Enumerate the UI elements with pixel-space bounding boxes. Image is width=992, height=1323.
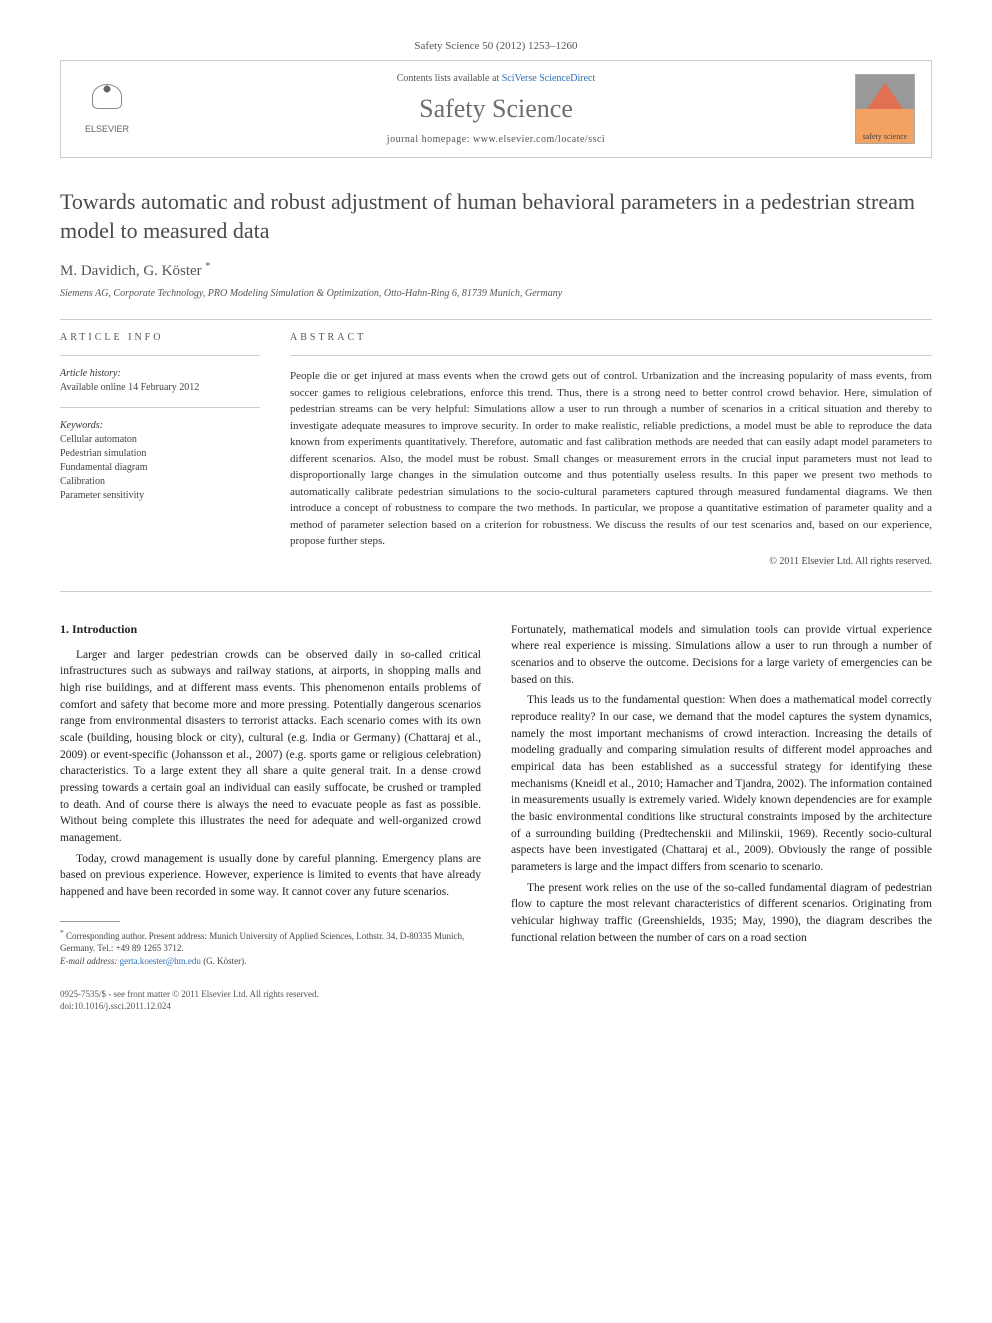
body-paragraph: Fortunately, mathematical models and sim… bbox=[511, 622, 932, 689]
footnote-marker: * bbox=[60, 928, 64, 937]
body-paragraph: Today, crowd management is usually done … bbox=[60, 851, 481, 901]
contents-line: Contents lists available at SciVerse Sci… bbox=[137, 73, 855, 84]
keywords-list: Cellular automaton Pedestrian simulation… bbox=[60, 433, 260, 503]
email-link[interactable]: gerta.koester@hm.edu bbox=[120, 956, 201, 966]
keywords-label: Keywords: bbox=[60, 420, 260, 431]
contents-prefix: Contents lists available at bbox=[397, 73, 502, 84]
history-label: Article history: bbox=[60, 368, 260, 379]
journal-cover-badge: safety science bbox=[855, 74, 915, 144]
journal-header-box: ELSEVIER Contents lists available at Sci… bbox=[60, 60, 932, 158]
header-citation: Safety Science 50 (2012) 1253–1260 bbox=[60, 40, 932, 52]
homepage-url: www.elsevier.com/locate/ssci bbox=[473, 134, 605, 145]
divider bbox=[60, 355, 260, 356]
email-label: E-mail address: bbox=[60, 956, 120, 966]
info-abstract-row: ARTICLE INFO Article history: Available … bbox=[60, 332, 932, 567]
body-paragraph: This leads us to the fundamental questio… bbox=[511, 692, 932, 875]
author-names: M. Davidich, G. Köster bbox=[60, 263, 202, 279]
homepage-prefix: journal homepage: bbox=[387, 134, 473, 145]
section-heading: 1. Introduction bbox=[60, 622, 481, 637]
footer-issn-line: 0925-7535/$ - see front matter © 2011 El… bbox=[60, 988, 481, 1001]
footnote-separator bbox=[60, 921, 120, 922]
body-paragraph: Larger and larger pedestrian crowds can … bbox=[60, 647, 481, 847]
authors: M. Davidich, G. Köster * bbox=[60, 261, 932, 280]
triangle-icon bbox=[867, 83, 903, 109]
article-info-heading: ARTICLE INFO bbox=[60, 332, 260, 343]
left-column: 1. Introduction Larger and larger pedest… bbox=[60, 622, 481, 1013]
elsevier-logo: ELSEVIER bbox=[77, 74, 137, 144]
footnote-text: Corresponding author. Present address: M… bbox=[60, 931, 464, 954]
elsevier-label: ELSEVIER bbox=[85, 124, 129, 134]
journal-homepage: journal homepage: www.elsevier.com/locat… bbox=[137, 134, 855, 145]
history-text: Available online 14 February 2012 bbox=[60, 381, 260, 395]
badge-text: safety science bbox=[863, 132, 908, 141]
article-info-column: ARTICLE INFO Article history: Available … bbox=[60, 332, 260, 567]
elsevier-tree-icon bbox=[82, 74, 132, 124]
footer-doi-line: doi:10.1016/j.ssci.2011.12.024 bbox=[60, 1000, 481, 1013]
email-tail: (G. Köster). bbox=[201, 956, 247, 966]
divider bbox=[60, 407, 260, 408]
divider bbox=[290, 355, 932, 356]
divider bbox=[60, 319, 932, 320]
abstract-copyright: © 2011 Elsevier Ltd. All rights reserved… bbox=[290, 556, 932, 567]
corresponding-marker: * bbox=[205, 261, 210, 272]
sciencedirect-link[interactable]: SciVerse ScienceDirect bbox=[502, 73, 596, 84]
divider bbox=[60, 591, 932, 592]
affiliation: Siemens AG, Corporate Technology, PRO Mo… bbox=[60, 288, 932, 299]
article-title: Towards automatic and robust adjustment … bbox=[60, 188, 932, 245]
body-columns: 1. Introduction Larger and larger pedest… bbox=[60, 622, 932, 1013]
corresponding-author-footnote: * Corresponding author. Present address:… bbox=[60, 928, 481, 968]
journal-name: Safety Science bbox=[137, 94, 855, 124]
body-paragraph: The present work relies on the use of th… bbox=[511, 880, 932, 947]
journal-center: Contents lists available at SciVerse Sci… bbox=[137, 73, 855, 145]
right-column: Fortunately, mathematical models and sim… bbox=[511, 622, 932, 1013]
abstract-text: People die or get injured at mass events… bbox=[290, 368, 932, 550]
abstract-heading: ABSTRACT bbox=[290, 332, 932, 343]
abstract-column: ABSTRACT People die or get injured at ma… bbox=[290, 332, 932, 567]
